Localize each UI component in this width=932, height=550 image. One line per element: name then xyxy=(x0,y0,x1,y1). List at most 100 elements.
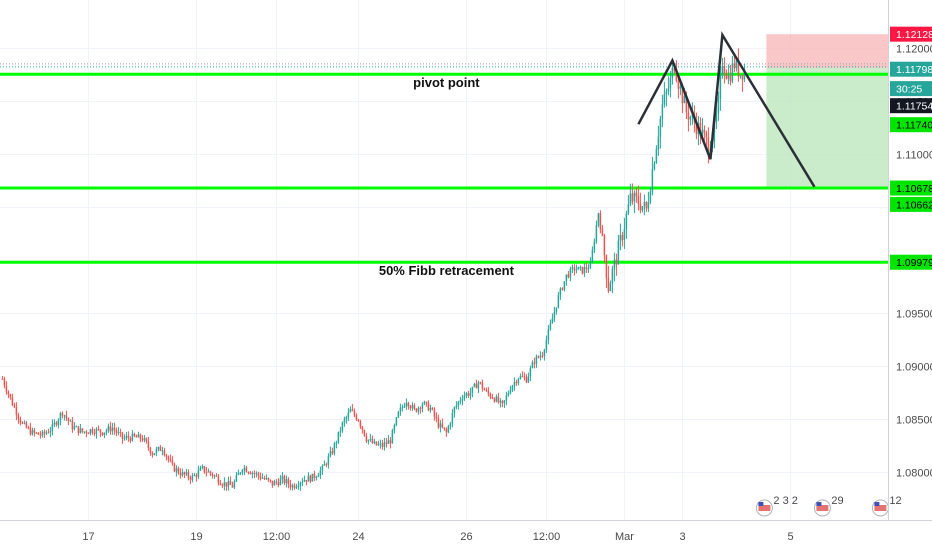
candle-body xyxy=(449,423,452,427)
stop-loss-zone[interactable] xyxy=(766,34,889,68)
candle-body xyxy=(515,381,518,384)
candle-body xyxy=(405,402,408,407)
candle-body xyxy=(559,288,562,296)
price-tag-label: 1.11740 xyxy=(896,120,932,132)
candle-body xyxy=(169,459,172,461)
candle-body xyxy=(201,466,204,469)
candle-body xyxy=(701,129,704,137)
candle-body xyxy=(493,398,496,402)
candle-body xyxy=(551,318,554,324)
short-position[interactable] xyxy=(0,34,889,189)
candle-body xyxy=(59,413,62,421)
candle-body xyxy=(71,420,74,430)
event-markers[interactable]: 2 3 2 29 12 xyxy=(755,495,902,517)
candle-body xyxy=(359,421,362,427)
candle-body xyxy=(287,479,290,485)
candle-body xyxy=(609,283,612,292)
candle-body xyxy=(473,383,476,387)
candle-body xyxy=(51,424,54,431)
candle-body xyxy=(277,482,280,485)
candle-body xyxy=(131,433,134,441)
candle-body xyxy=(687,111,690,120)
time-tick-label: Mar xyxy=(615,531,634,543)
candle-body xyxy=(543,350,546,357)
candle-body xyxy=(239,472,242,474)
candle-body xyxy=(657,136,660,150)
candle-body xyxy=(699,123,702,137)
candle-body xyxy=(703,129,706,133)
candle-body xyxy=(619,235,622,241)
candle-body xyxy=(503,400,506,404)
candle-body xyxy=(435,416,438,419)
candle-body xyxy=(741,75,744,80)
candle-body xyxy=(443,427,446,429)
price-tag xyxy=(890,26,932,42)
candle-body xyxy=(339,431,342,433)
pattern-line[interactable] xyxy=(637,31,816,188)
horizontal-levels[interactable] xyxy=(0,72,888,264)
candle-body xyxy=(21,422,24,424)
candle-body xyxy=(47,432,50,434)
candle-body xyxy=(265,478,268,480)
candle-body xyxy=(495,396,498,402)
candle-body xyxy=(79,428,82,433)
candle-body xyxy=(669,78,672,89)
candle-body xyxy=(457,401,460,406)
candle-body xyxy=(173,463,176,472)
candle-body xyxy=(153,453,156,455)
candle-body xyxy=(417,407,420,412)
candle-body xyxy=(39,434,42,436)
candle-body xyxy=(411,405,414,409)
candle-body xyxy=(29,427,32,435)
price-tag xyxy=(890,180,932,196)
candle-body xyxy=(69,420,72,422)
candle-body xyxy=(367,439,370,442)
candle-body xyxy=(639,204,642,211)
candle-body xyxy=(179,473,182,476)
candle-body xyxy=(95,428,98,434)
candle-body xyxy=(335,442,338,444)
candle-body xyxy=(165,455,168,457)
candle-body xyxy=(643,202,646,207)
candle-body xyxy=(225,482,228,487)
candle-body xyxy=(281,476,284,480)
pattern-polyline[interactable] xyxy=(637,31,816,188)
candle-body xyxy=(349,409,352,413)
candle-body xyxy=(533,362,536,364)
candle-body xyxy=(663,94,666,105)
candle-body xyxy=(323,464,326,466)
candle-body xyxy=(605,255,608,278)
candle-body xyxy=(567,274,570,278)
price-tag-label: 30:25 xyxy=(896,84,922,96)
candle-body xyxy=(461,398,464,401)
price-tag xyxy=(890,196,932,212)
candle-body xyxy=(501,400,504,404)
candle-body xyxy=(465,393,468,396)
candle-body xyxy=(705,132,708,138)
candle-body xyxy=(425,401,428,403)
candle-body xyxy=(593,241,596,251)
candle-body xyxy=(311,473,314,482)
candle-body xyxy=(9,394,12,398)
candle-body xyxy=(231,484,234,488)
candle-body xyxy=(579,266,582,268)
candle-body xyxy=(273,481,276,486)
candle-body xyxy=(727,75,730,79)
candle-body xyxy=(679,86,682,89)
candle-body xyxy=(365,435,368,442)
grid xyxy=(0,0,888,520)
candle-body xyxy=(739,75,742,77)
time-axis[interactable]: 17 19 12:00 24 26 12:00 Mar 3 5 xyxy=(82,531,793,543)
candle-body xyxy=(93,432,96,434)
take-profit-zone[interactable] xyxy=(766,67,889,189)
candle-body xyxy=(135,436,138,438)
candle-body xyxy=(521,376,524,378)
candle-body xyxy=(615,259,618,265)
candle-body xyxy=(145,438,148,442)
candle-body xyxy=(383,442,386,447)
candle-body xyxy=(237,473,240,476)
candle-body xyxy=(529,368,532,377)
level-annotation: 50% Fibb retracement xyxy=(379,263,515,278)
price-tick-label: 1.12000 xyxy=(896,44,932,56)
